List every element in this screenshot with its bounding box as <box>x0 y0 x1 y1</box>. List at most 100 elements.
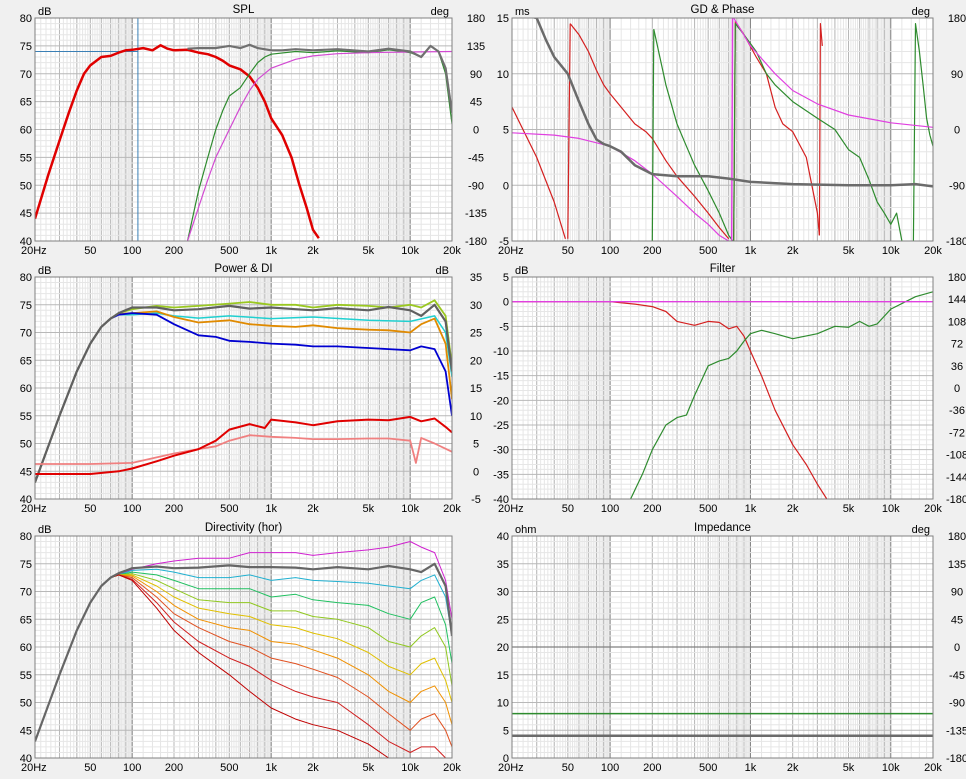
y2-tick-label: -180 <box>946 494 966 506</box>
y-tick-label: 60 <box>20 642 32 654</box>
y2-tick-label: 108 <box>948 316 966 328</box>
y-tick-label: -20 <box>493 395 509 407</box>
left-unit-label: dB <box>38 524 51 536</box>
y2-tick-label: 15 <box>470 383 482 395</box>
impedance-chart: Impedance ohm deg 0 5 10 15 20 25 30 35 40 -180 -135 -… <box>497 522 966 774</box>
y-tick-label: 10 <box>497 698 509 710</box>
y-tick-label: 60 <box>20 125 32 137</box>
y2-tick-label: 10 <box>470 411 482 423</box>
y2-tick-label: -135 <box>946 725 966 737</box>
y2-tick-label: -135 <box>465 208 487 220</box>
x-tick-label: 1k <box>745 503 757 515</box>
gd-series-0 <box>512 106 566 239</box>
y2-tick-label: -90 <box>949 698 965 710</box>
x-tick-label: 200 <box>165 245 183 257</box>
y2-tick-label: 90 <box>951 587 963 599</box>
directivity-chart: Directivity (hor) dB 40 45 50 55 60 65 70 75 80 20H… <box>20 522 462 774</box>
x-tick-label: 50 <box>84 762 96 774</box>
gd-series-6 <box>651 29 655 241</box>
x-tick-label: 200 <box>165 762 183 774</box>
x-tick-label: 50 <box>562 762 574 774</box>
y2-tick-label: 180 <box>948 272 966 284</box>
y-tick-label: 65 <box>20 614 32 626</box>
power-series-5 <box>35 434 452 465</box>
x-tick-label: 5k <box>843 245 855 257</box>
y2-tick-label: -45 <box>949 670 965 682</box>
x-tick-label: 500 <box>699 503 717 515</box>
plot-area <box>512 277 933 499</box>
x-tick-label: 100 <box>123 245 141 257</box>
y-tick-label: 40 <box>20 494 32 506</box>
x-tick-label: 10k <box>882 503 900 515</box>
gd-series-9 <box>912 23 933 241</box>
left-unit-label: dB <box>515 265 528 277</box>
y-tick-label: -35 <box>493 469 509 481</box>
plot-frame <box>511 535 934 759</box>
y2-tick-label: 36 <box>951 361 963 373</box>
right-unit-label: deg <box>431 6 449 18</box>
left-unit-label: ms <box>515 6 530 18</box>
x-tick-label: 500 <box>699 762 717 774</box>
y2-tick-label: -144 <box>946 472 966 484</box>
y2-tick-label: -72 <box>949 427 965 439</box>
x-tick-label: 1k <box>745 245 757 257</box>
x-tick-label: 50 <box>84 503 96 515</box>
gd-series-5 <box>818 23 823 236</box>
chart-title: Filter <box>710 263 736 275</box>
y-tick-label: -5 <box>499 321 509 333</box>
y-tick-label: 70 <box>20 328 32 340</box>
x-tick-label: 5k <box>843 762 855 774</box>
y-tick-label: 75 <box>20 300 32 312</box>
y-tick-label: 40 <box>20 236 32 248</box>
x-tick-label: 20Hz <box>21 762 47 774</box>
y-tick-label: 75 <box>20 41 32 53</box>
x-tick-label: 1k <box>265 245 277 257</box>
spl-series-0 <box>35 44 320 239</box>
gd-series-7 <box>653 29 734 241</box>
series-group <box>35 299 452 483</box>
x-tick-label: 20k <box>924 503 942 515</box>
x-tick-label: 100 <box>601 503 619 515</box>
series-group <box>35 43 452 241</box>
series-group <box>512 18 933 241</box>
x-tick-label: 20k <box>924 245 942 257</box>
power-series-4 <box>35 303 452 483</box>
x-tick-label: 200 <box>643 762 661 774</box>
left-unit-label: dB <box>38 6 51 18</box>
y2-tick-label: 135 <box>948 559 966 571</box>
x-tick-label: 1k <box>265 503 277 515</box>
y2-tick-label: 45 <box>951 614 963 626</box>
chart-title: Impedance <box>694 522 751 534</box>
x-tick-label: 1k <box>745 762 757 774</box>
y2-tick-label: 5 <box>473 439 479 451</box>
y-tick-label: -30 <box>493 445 509 457</box>
x-tick-label: 20Hz <box>498 503 524 515</box>
power-chart: Power & DI dB dB 40 45 50 55 60 65 70 75 80 -5 0 5 10 15… <box>20 263 482 515</box>
x-tick-label: 50 <box>84 245 96 257</box>
y-tick-label: 5 <box>503 125 509 137</box>
gd-series-13 <box>531 18 933 188</box>
y-tick-label: 50 <box>20 180 32 192</box>
y2-tick-label: -108 <box>946 450 966 462</box>
gd-series-12 <box>733 18 933 128</box>
grid <box>512 535 933 759</box>
x-tick-label: 5k <box>363 503 375 515</box>
x-tick-label: 20k <box>924 762 942 774</box>
y2-tick-label: -180 <box>465 236 487 248</box>
y2-tick-label: 135 <box>467 41 485 53</box>
y-tick-label: -25 <box>493 420 509 432</box>
chart-title: SPL <box>233 4 255 16</box>
x-tick-label: 10k <box>401 762 419 774</box>
y-tick-label: 20 <box>497 642 509 654</box>
x-tick-label: 500 <box>220 245 238 257</box>
y2-tick-label: 180 <box>948 531 966 543</box>
left-unit-label: dB <box>38 265 51 277</box>
y-tick-label: 55 <box>20 670 32 682</box>
x-tick-label: 100 <box>601 245 619 257</box>
series-group <box>35 541 452 758</box>
x-tick-label: 50 <box>562 503 574 515</box>
x-tick-label: 20Hz <box>498 762 524 774</box>
y-tick-label: 0 <box>503 753 509 765</box>
y-tick-label: 70 <box>20 69 32 81</box>
